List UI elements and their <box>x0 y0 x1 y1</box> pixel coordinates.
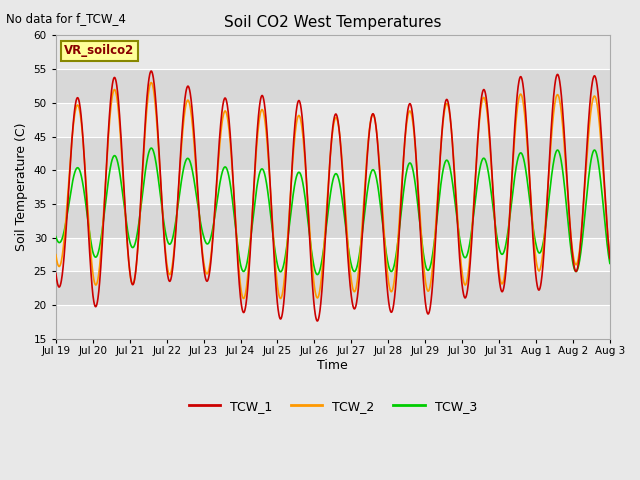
X-axis label: Time: Time <box>317 359 348 372</box>
Bar <box>56 238 610 272</box>
Bar <box>56 136 610 170</box>
Bar <box>56 170 610 204</box>
Text: VR_soilco2: VR_soilco2 <box>64 45 134 58</box>
Bar <box>56 69 610 103</box>
Legend: TCW_1, TCW_2, TCW_3: TCW_1, TCW_2, TCW_3 <box>184 395 482 418</box>
Bar <box>56 305 610 339</box>
Bar <box>56 272 610 305</box>
Text: No data for f_TCW_4: No data for f_TCW_4 <box>6 12 126 25</box>
Bar <box>56 36 610 69</box>
Bar <box>56 103 610 136</box>
Bar <box>56 204 610 238</box>
Title: Soil CO2 West Temperatures: Soil CO2 West Temperatures <box>224 15 442 30</box>
Y-axis label: Soil Temperature (C): Soil Temperature (C) <box>15 123 28 252</box>
